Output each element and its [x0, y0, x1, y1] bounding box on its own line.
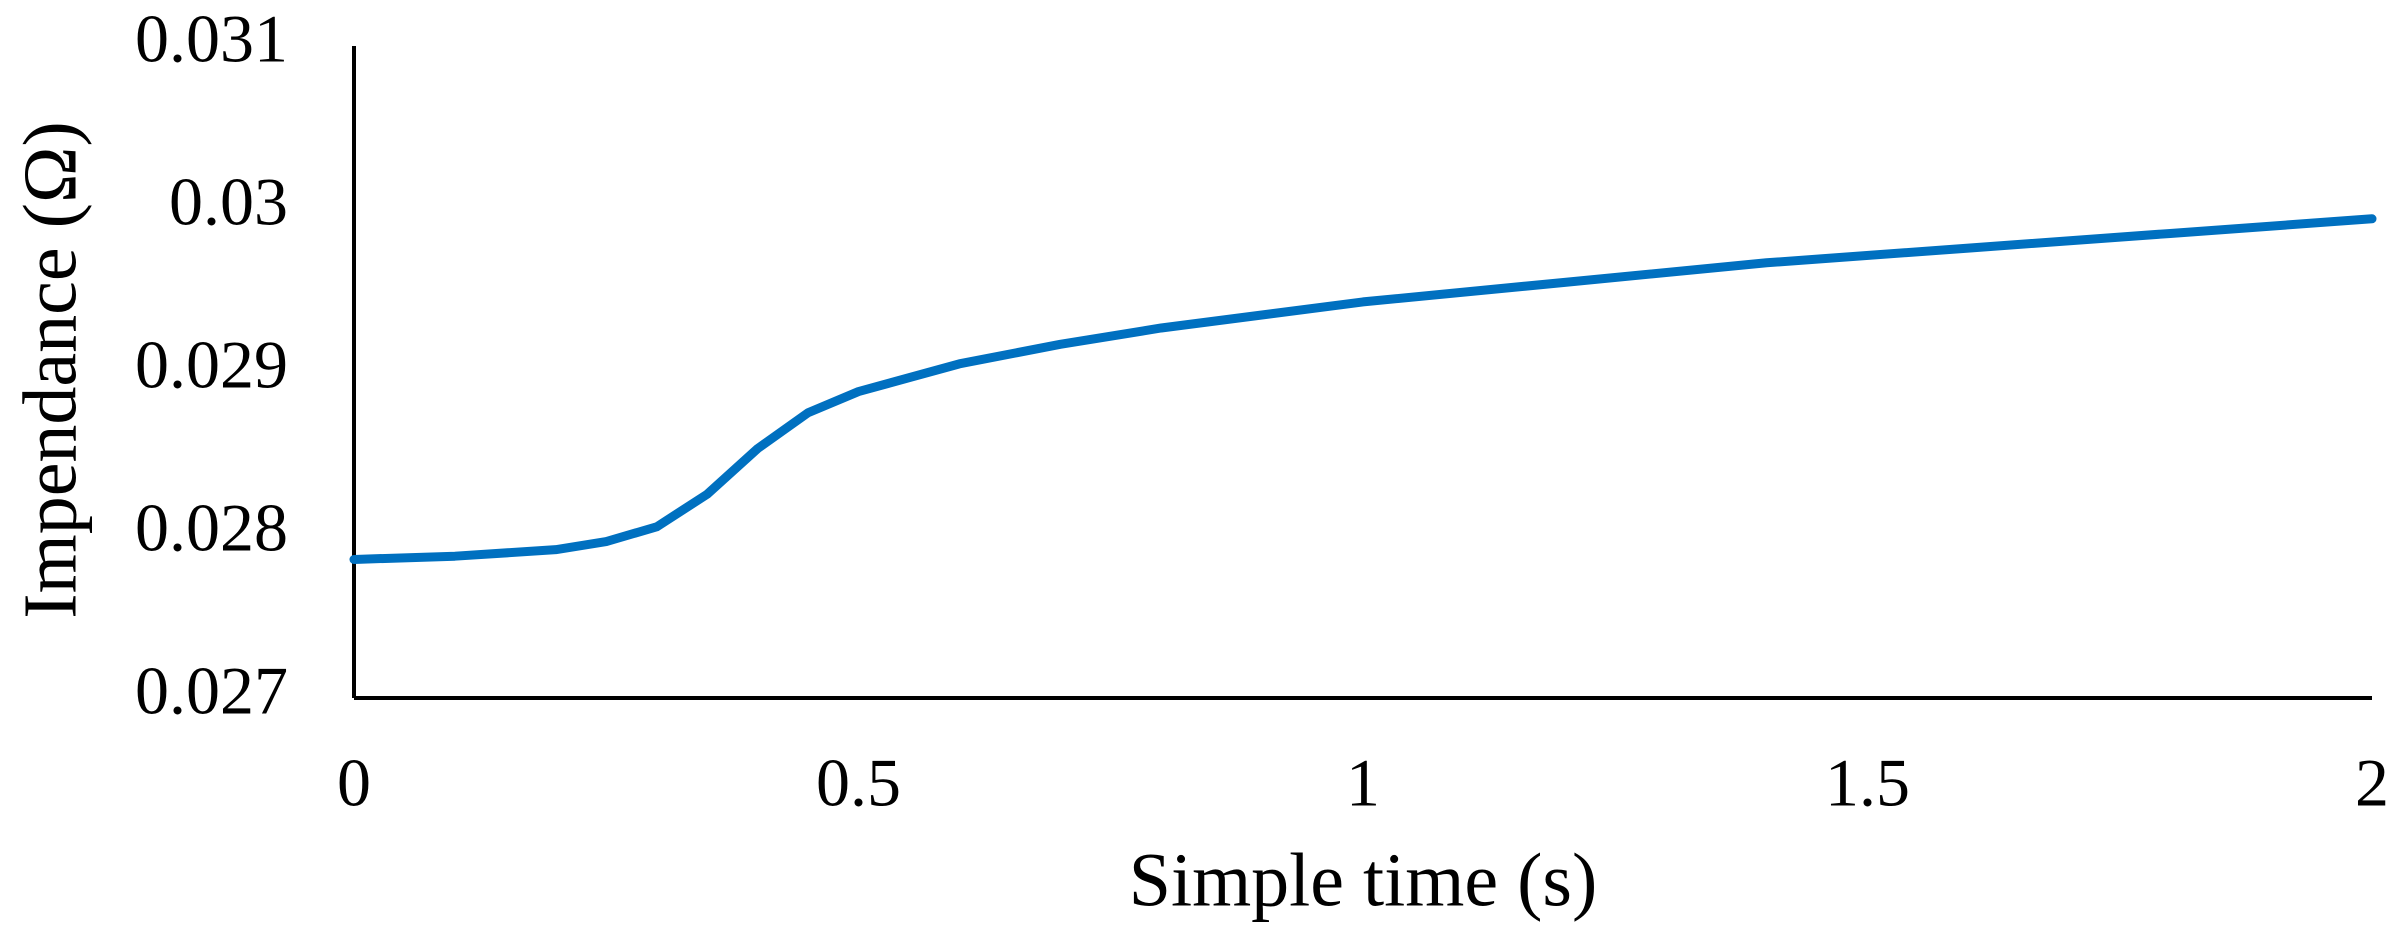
x-tick-label: 0.5: [816, 745, 901, 821]
y-tick-label: 0.027: [135, 653, 288, 729]
x-tick-label: 1: [1346, 745, 1380, 821]
y-tick-label: 0.029: [135, 327, 288, 403]
x-tick-label: 1.5: [1825, 745, 1910, 821]
x-axis-title: Simple time (s): [1129, 838, 1598, 922]
y-tick-label: 0.031: [135, 1, 288, 77]
x-tick-label: 0: [337, 745, 371, 821]
y-tick-label: 0.028: [135, 490, 288, 566]
y-axis-title: Impendance (Ω): [8, 121, 92, 618]
data-line: [349, 214, 2377, 564]
y-tick-label: 0.03: [169, 164, 288, 240]
x-tick-label: 2: [2355, 745, 2389, 821]
